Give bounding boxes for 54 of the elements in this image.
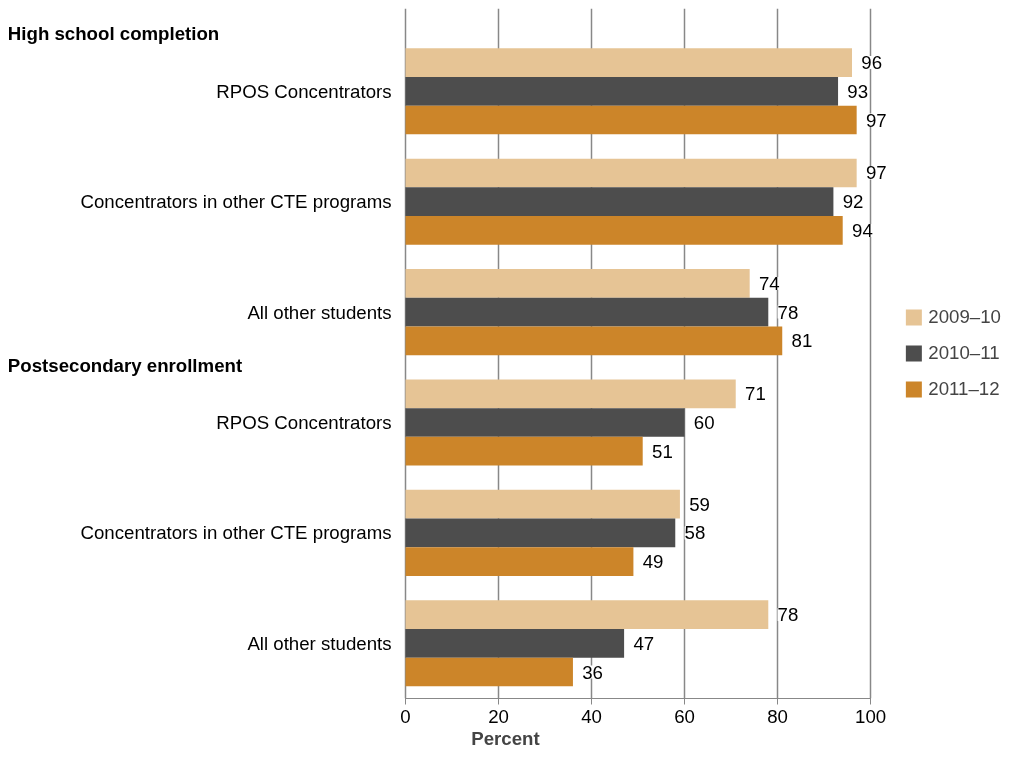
bar bbox=[405, 158, 857, 188]
x-tick-label: 40 bbox=[581, 705, 602, 727]
bar bbox=[405, 408, 685, 437]
data-label: 47 bbox=[633, 632, 655, 654]
data-label: 60 bbox=[693, 412, 715, 433]
x-tick-label: 100 bbox=[855, 705, 887, 727]
y-tick-label: RPOS Concentrators bbox=[216, 80, 392, 102]
data-label: 51 bbox=[652, 440, 673, 462]
data-label: 97 bbox=[865, 162, 887, 184]
data-label: 59 bbox=[689, 493, 710, 515]
data-label: 36 bbox=[582, 661, 604, 683]
data-label: 97 bbox=[865, 109, 887, 131]
bar bbox=[405, 600, 769, 629]
bar bbox=[405, 547, 634, 576]
data-label: 78 bbox=[777, 301, 799, 323]
bar bbox=[405, 105, 857, 135]
data-label: 49 bbox=[642, 551, 664, 573]
x-tick-label: 60 bbox=[674, 705, 695, 727]
legend-label: 2011–12 bbox=[928, 378, 1000, 400]
y-tick-label: Concentrators in other CTE programs bbox=[80, 522, 392, 544]
bar bbox=[405, 48, 853, 77]
legend-label: 2009–10 bbox=[928, 306, 1001, 328]
y-tick-label: Concentrators in other CTE programs bbox=[80, 191, 392, 213]
bar bbox=[405, 489, 680, 519]
data-label: 74 bbox=[758, 272, 780, 294]
bar bbox=[405, 518, 676, 548]
bar bbox=[405, 657, 573, 687]
bar bbox=[405, 628, 625, 658]
data-label: 81 bbox=[791, 330, 813, 352]
bar bbox=[405, 76, 839, 106]
data-label: 94 bbox=[852, 219, 873, 241]
data-label: 58 bbox=[684, 522, 706, 544]
x-tick-label: 0 bbox=[400, 705, 411, 727]
data-label: 92 bbox=[842, 191, 864, 213]
text: High school completion bbox=[7, 23, 220, 45]
data-label: 71 bbox=[745, 383, 766, 405]
y-tick-label: All other students bbox=[247, 301, 392, 323]
data-label: 93 bbox=[847, 80, 869, 102]
text: Postsecondary enrollment bbox=[7, 354, 243, 376]
bar bbox=[405, 326, 783, 356]
bar bbox=[405, 379, 736, 409]
bar bbox=[405, 269, 750, 298]
data-label: 96 bbox=[861, 52, 883, 74]
x-axis-title: Percent bbox=[471, 727, 540, 749]
bar bbox=[405, 187, 834, 217]
legend-label: 2010–11 bbox=[928, 342, 1000, 364]
bar bbox=[405, 297, 769, 327]
bar bbox=[405, 436, 643, 466]
y-tick-label: RPOS Concentrators bbox=[216, 412, 392, 433]
data-label: 78 bbox=[777, 604, 799, 626]
x-tick-label: 80 bbox=[767, 705, 788, 727]
y-tick-label: All other students bbox=[247, 632, 392, 654]
bar bbox=[405, 216, 843, 245]
x-tick-label: 20 bbox=[488, 705, 509, 727]
